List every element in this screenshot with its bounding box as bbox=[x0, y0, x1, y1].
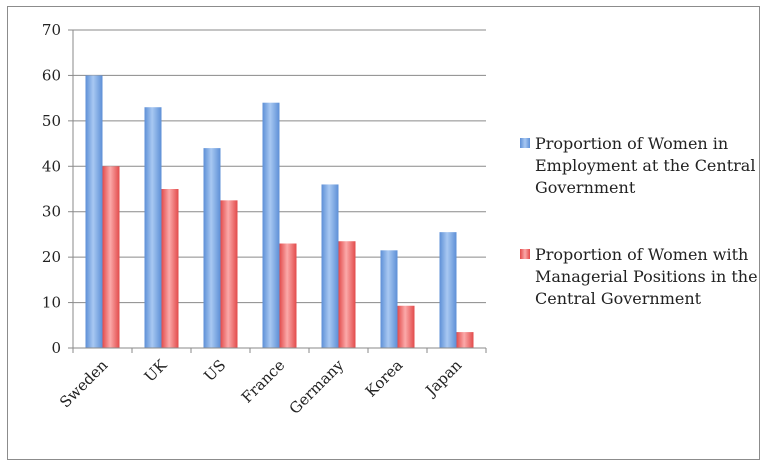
y-tick-label: 60 bbox=[42, 66, 61, 84]
gridlines bbox=[68, 29, 486, 349]
bar-managerial-germany bbox=[338, 241, 356, 348]
legend-swatch-red bbox=[520, 249, 530, 259]
bar-managerial-uk bbox=[161, 189, 179, 348]
axes bbox=[72, 30, 487, 353]
bar-employment-germany bbox=[321, 184, 339, 348]
x-tick-label: Germany bbox=[286, 356, 348, 418]
bar-managerial-france bbox=[279, 243, 297, 348]
x-tick-label: Japan bbox=[421, 356, 466, 401]
bar-employment-uk bbox=[144, 107, 162, 348]
bar-employment-korea bbox=[380, 250, 398, 348]
y-tick-label: 50 bbox=[42, 112, 61, 130]
x-tick-label: UK bbox=[141, 356, 171, 386]
bar-employment-us bbox=[203, 148, 221, 348]
y-axis-tick-labels: 0 10 20 30 40 50 60 70 bbox=[42, 21, 61, 357]
x-tick-label: Sweden bbox=[56, 356, 111, 411]
bar-employment-japan bbox=[439, 232, 457, 348]
x-tick-label: Korea bbox=[362, 356, 406, 400]
x-tick-label: France bbox=[238, 356, 289, 407]
bar-employment-france bbox=[262, 102, 280, 348]
bar-managerial-korea bbox=[397, 305, 415, 348]
y-tick-label: 10 bbox=[42, 294, 61, 312]
legend-swatch-blue bbox=[520, 138, 530, 148]
y-tick-label: 40 bbox=[42, 157, 61, 175]
bar-managerial-us bbox=[220, 200, 238, 348]
bars bbox=[85, 75, 474, 348]
chart-frame bbox=[7, 6, 760, 460]
legend-label-managerial: Proportion of Women with Managerial Posi… bbox=[535, 245, 758, 308]
bar-managerial-japan bbox=[456, 332, 474, 348]
x-tick-label: US bbox=[200, 356, 229, 385]
y-tick-label: 20 bbox=[42, 248, 61, 266]
y-tick-label: 70 bbox=[42, 21, 61, 39]
bar-employment-sweden bbox=[85, 75, 103, 348]
y-tick-label: 30 bbox=[42, 203, 61, 221]
y-tick-label: 0 bbox=[51, 339, 61, 357]
legend-label-employment: Proportion of Women in Employment at the… bbox=[535, 134, 756, 197]
bar-managerial-sweden bbox=[102, 166, 120, 348]
